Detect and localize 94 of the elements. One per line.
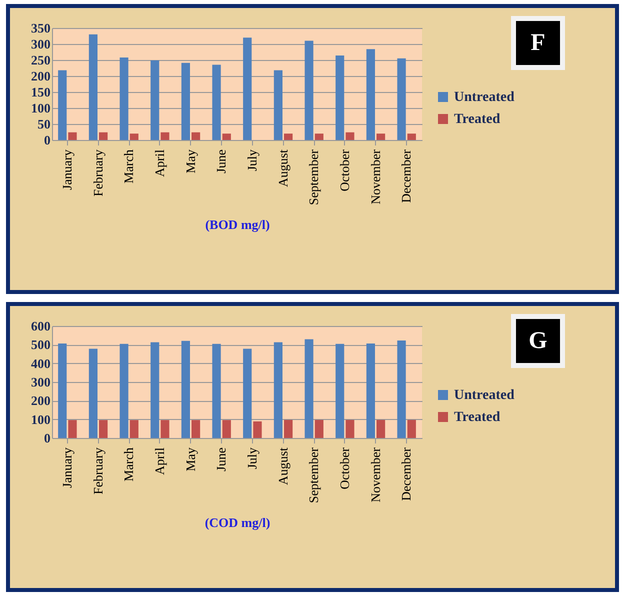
- y-tick-label: 100: [31, 412, 50, 427]
- bar: [222, 420, 231, 438]
- y-tick-label: 150: [31, 84, 50, 100]
- x-tick-label: July: [244, 447, 260, 470]
- y-tick-label: 250: [31, 52, 50, 68]
- bar: [346, 132, 354, 140]
- bar: [336, 56, 344, 140]
- bar: [304, 339, 314, 438]
- bar: [181, 340, 190, 438]
- bar: [130, 420, 138, 438]
- y-tick-label: 0: [44, 430, 50, 446]
- bar: [304, 40, 314, 140]
- x-tick-label: May: [182, 149, 198, 174]
- x-tick-label: November: [368, 446, 383, 502]
- bar: [274, 342, 282, 438]
- y-tick-label: 200: [31, 68, 50, 84]
- bar: [376, 420, 386, 438]
- bar: [366, 49, 375, 140]
- x-tick-label: October: [336, 148, 352, 192]
- x-tick-label: March: [121, 149, 136, 184]
- bar: [212, 344, 221, 438]
- bar: [222, 134, 231, 140]
- x-axis-title: (COD mg/l): [204, 515, 270, 530]
- bar: [284, 134, 293, 140]
- x-tick-label: December: [398, 446, 414, 501]
- bar: [160, 420, 170, 438]
- x-tick-label: September: [306, 148, 322, 206]
- legend-label: Treated: [454, 112, 500, 127]
- y-tick-label: 50: [38, 116, 50, 132]
- bar: [366, 344, 375, 438]
- bar: [150, 342, 160, 438]
- bar: [212, 64, 221, 140]
- bar: [58, 344, 67, 438]
- bar: [407, 134, 416, 140]
- bar: [397, 340, 406, 438]
- bar: [274, 70, 282, 140]
- bar: [160, 132, 170, 140]
- bar: [376, 134, 386, 140]
- y-tick-label: 500: [31, 337, 50, 352]
- x-tick-label: February: [90, 447, 106, 494]
- x-tick-label: April: [152, 149, 167, 177]
- y-tick-label: 350: [31, 20, 50, 36]
- bar: [407, 420, 416, 438]
- bar: [397, 58, 406, 140]
- x-tick-label: December: [398, 148, 414, 203]
- bar: [253, 421, 262, 438]
- y-tick-label: 100: [31, 100, 50, 116]
- x-tick-label: January: [59, 149, 74, 190]
- x-tick-label: June: [214, 149, 229, 174]
- y-tick-label: 600: [31, 318, 50, 334]
- x-tick-label: August: [275, 447, 290, 486]
- legend-label: Untreated: [454, 90, 515, 105]
- bar: [314, 134, 324, 140]
- bar: [68, 420, 77, 438]
- text: F: [511, 16, 565, 70]
- x-tick-label: April: [152, 447, 167, 475]
- y-tick-label: 300: [31, 374, 50, 390]
- x-axis-title: (BOD mg/l): [205, 217, 270, 232]
- y-tick-label: 300: [31, 36, 50, 52]
- bar: [314, 420, 324, 438]
- y-tick-label: 400: [31, 356, 50, 371]
- y-tick-label: 0: [44, 132, 50, 148]
- bar: [99, 420, 108, 438]
- bar: [120, 344, 128, 438]
- bar: [150, 60, 160, 140]
- bar: [68, 132, 77, 140]
- bar: [130, 134, 138, 140]
- x-tick-label: July: [244, 149, 260, 172]
- x-tick-label: September: [306, 446, 322, 504]
- y-tick-label: 200: [31, 393, 50, 408]
- x-tick-label: November: [368, 148, 383, 204]
- bar: [346, 420, 354, 438]
- bar: [99, 132, 108, 140]
- x-tick-label: February: [90, 149, 106, 196]
- bar: [192, 420, 200, 438]
- x-tick-label: June: [214, 447, 229, 472]
- bar: [181, 62, 190, 140]
- bar: [284, 420, 293, 438]
- bar: [88, 34, 98, 140]
- bar: [336, 344, 344, 438]
- bar: [88, 348, 98, 438]
- x-tick-label: October: [336, 446, 352, 490]
- bar: [243, 348, 252, 438]
- bar: [120, 57, 128, 140]
- x-tick-label: May: [182, 447, 198, 472]
- legend-label: Treated: [454, 410, 500, 425]
- x-tick-label: August: [275, 149, 290, 188]
- bar: [243, 38, 252, 140]
- x-tick-label: January: [59, 447, 74, 488]
- bar: [192, 132, 200, 140]
- text: G: [511, 314, 565, 368]
- legend-label: Untreated: [454, 388, 515, 403]
- bar: [58, 70, 67, 140]
- x-tick-label: March: [121, 447, 136, 482]
